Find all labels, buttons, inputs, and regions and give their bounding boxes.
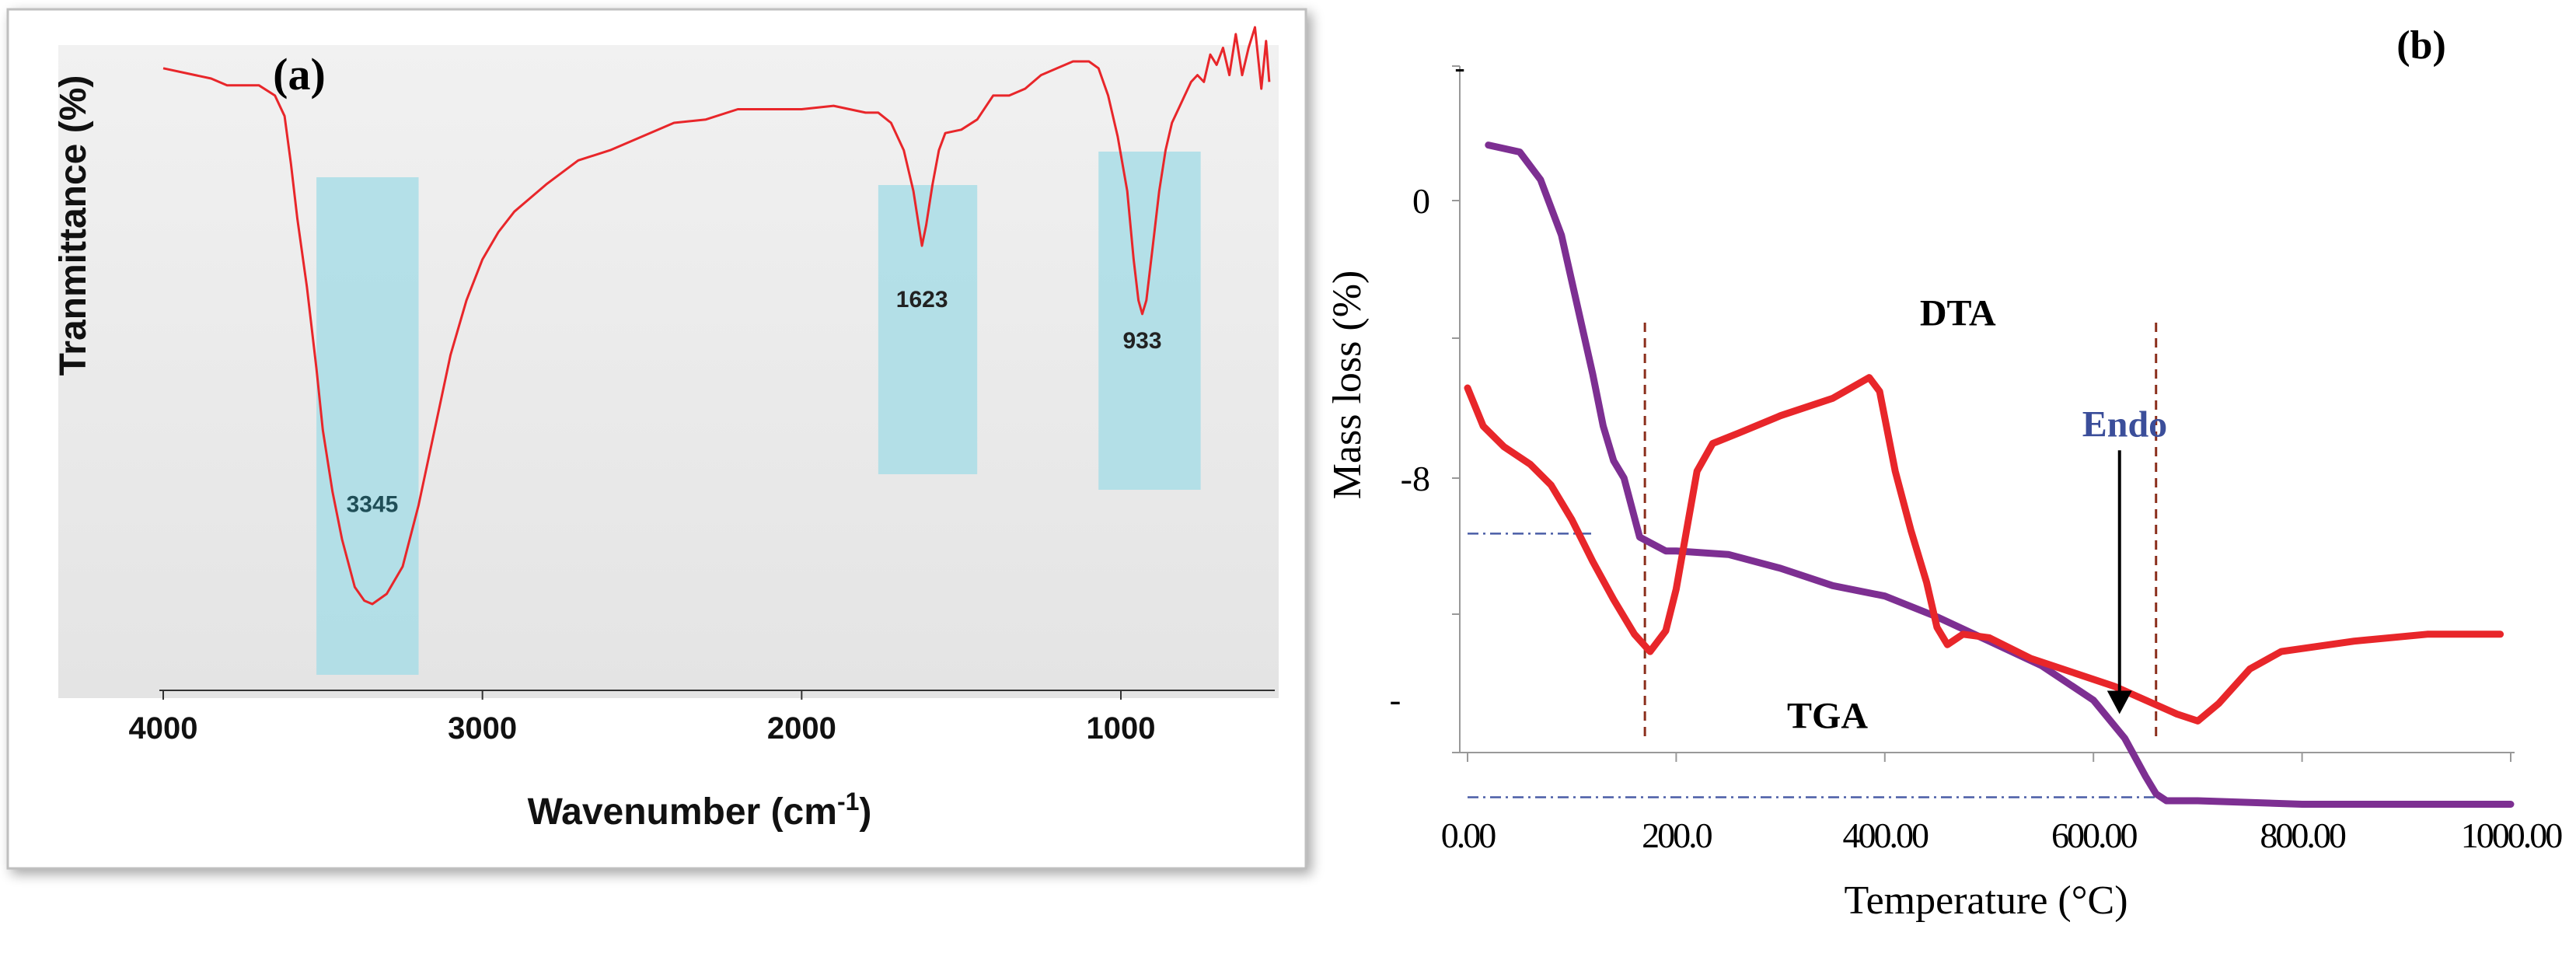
x-tick-label: 2000 [767,711,836,746]
x-tick-label: 3000 [448,711,517,746]
x-tick-label: 1000.00 [2461,816,2563,855]
x-tick-label: 600.00 [2051,816,2138,855]
ftir-x-axis [159,690,1275,700]
ftir-band-labels: 3345 1623 933 [347,287,1162,517]
thermal-x-axis-label: Temperature (°C) [1844,878,2127,923]
thermal-axes [1452,65,2515,762]
x-tick-label: 0.00 [1441,816,1496,855]
y-tick-label: 0 [1412,181,1430,221]
x-tick-label: 1000 [1086,711,1155,746]
band-peak-label: 933 [1122,328,1161,354]
panel-b: --0.00 200.0 400.00 600.00 800.00 1000.000-8 … [1325,23,2565,923]
dta-curve [1464,374,2504,725]
panel-b-label: (b) [2396,23,2446,68]
ftir-x-tick-labels: 4000 3000 2000 1000 [129,711,1156,746]
tga-curve [1485,141,2515,808]
ftir-series [162,26,1271,606]
ftir-x-axis-label-sup: -1 [837,788,859,816]
y-tick-dash-label: - [1454,50,1464,85]
x-tick-label: 400.00 [1843,816,1929,855]
thermal-y-axis-label: Mass loss (%) [1325,271,1370,500]
highlight-band [316,177,419,675]
thermal-tick-labels: - - 0.00 200.0 400.00 600.00 800.00 1000.00 0 -8 [1390,50,2565,855]
panel-a-label: (a) [273,49,326,100]
x-tick-label: 800.00 [2260,816,2346,855]
thermal-reference-lines [1468,323,2158,798]
curve-label: Endo [2082,403,2167,445]
panel-a: 4000 3000 2000 1000 3345 1623 933 (a) Tranmit… [6,8,1307,870]
band-peak-label: 1623 [896,287,948,313]
ftir-x-axis-label-close: ) [859,791,871,833]
thermal-annotations: DTA TGA Endo [1787,293,2167,737]
highlight-band [1098,152,1201,490]
ftir-spectrum-line [162,26,1271,606]
ftir-x-axis-label: Wavenumber (cm-1) [528,788,872,833]
band-peak-label: 3345 [347,492,399,518]
highlight-band [878,185,978,474]
y-tick-label: -8 [1401,459,1430,498]
y-tick-dash-label: - [1390,681,1401,719]
ftir-x-axis-label-main: Wavenumber (cm [528,791,837,833]
endo-arrow-head [2107,690,2132,714]
thermal-series [1464,141,2515,808]
x-tick-label: 4000 [129,711,198,746]
ftir-highlight-bands [316,152,1201,675]
panel-a-plot-background [58,45,1279,698]
ftir-y-axis-label: Tranmittance (%) [53,75,94,376]
curve-label: TGA [1787,695,1868,736]
curve-label: DTA [1920,293,1996,334]
x-tick-label: 200.0 [1642,816,1712,855]
